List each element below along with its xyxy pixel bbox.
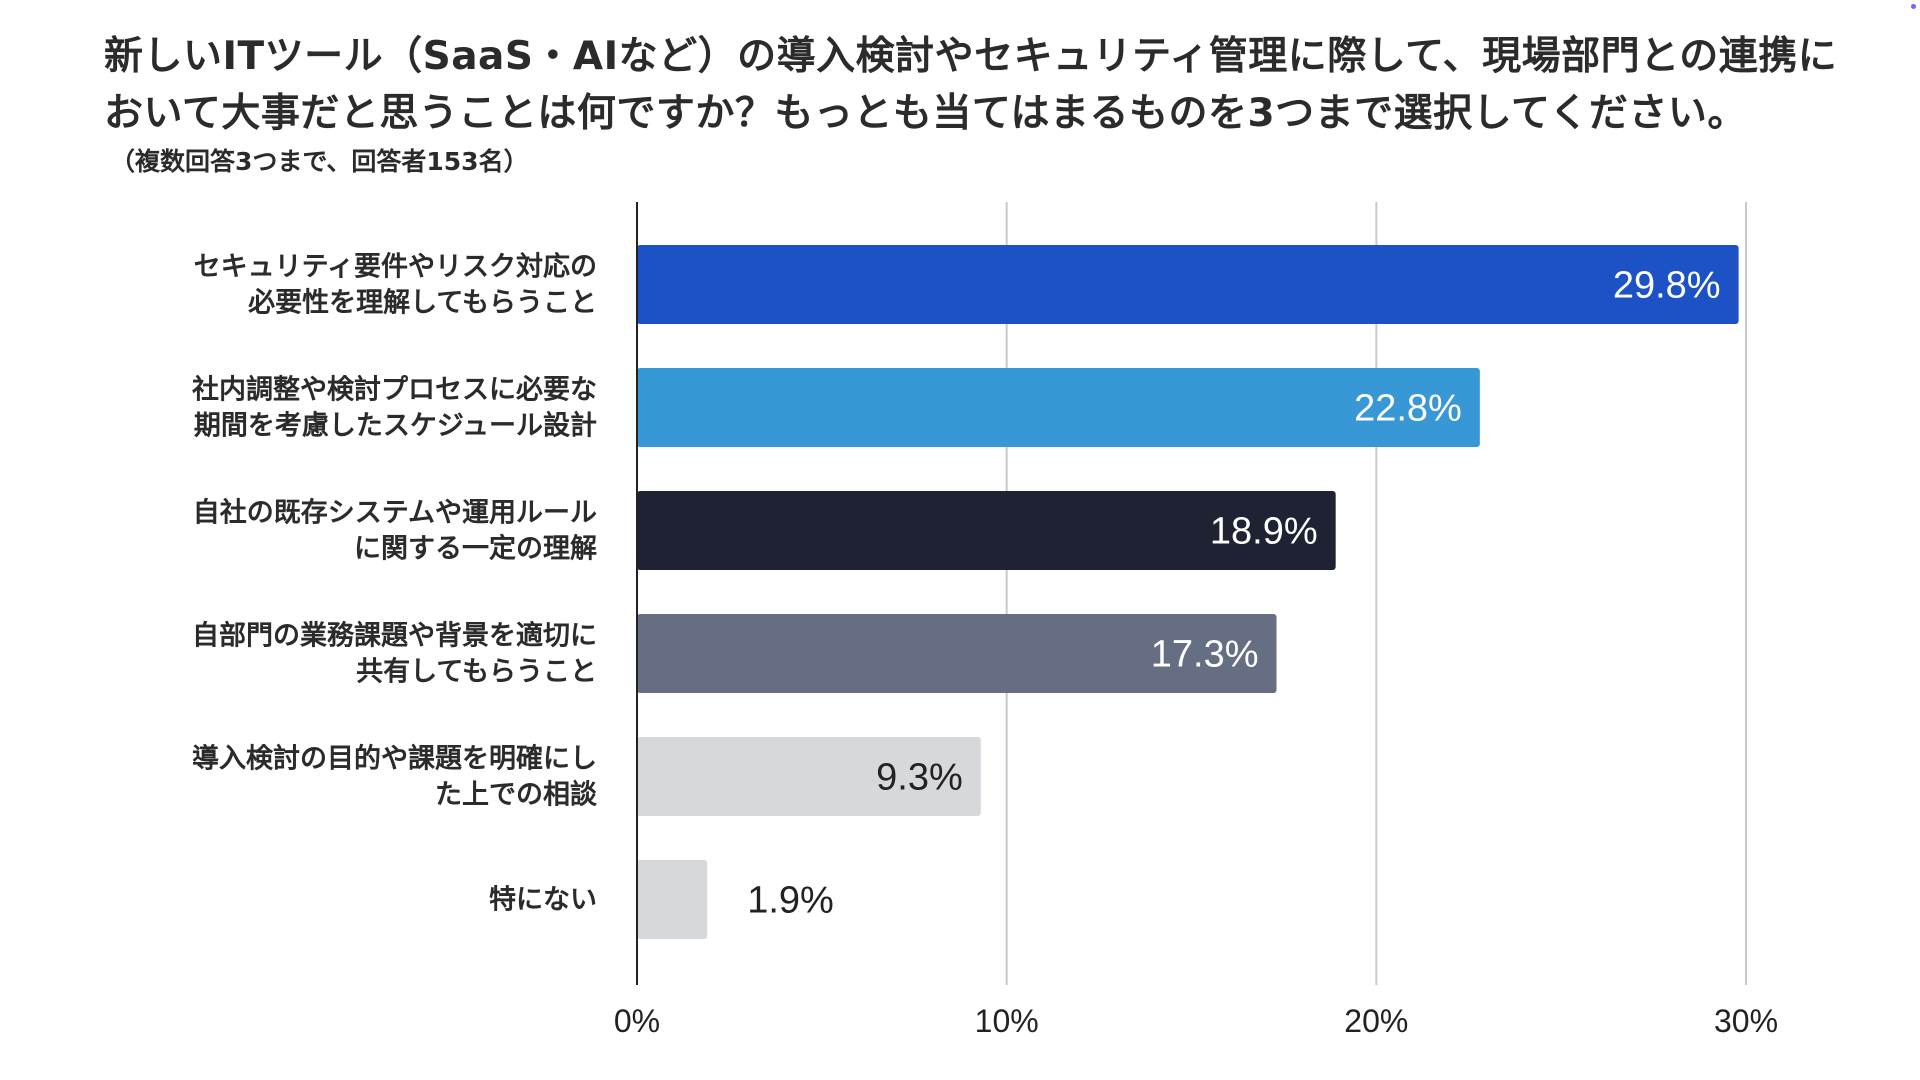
category-label: 自社の既存システムや運用ルール: [193, 497, 597, 529]
bar: [637, 245, 1739, 324]
x-tick-label: 20%: [1344, 1003, 1408, 1039]
value-label: 1.9%: [747, 880, 834, 922]
category-labels: セキュリティ要件やリスク対応の必要性を理解してもらうこと社内調整や検討プロセスに…: [192, 251, 598, 916]
x-tick-label: 10%: [975, 1003, 1039, 1039]
bar: [637, 614, 1277, 693]
chart-subtitle: （複数回答3つまで、回答者153名）: [110, 147, 529, 176]
category-label: 社内調整や検討プロセスに必要な: [192, 374, 597, 406]
value-label: 18.9%: [1210, 511, 1318, 553]
category-label: 共有してもらうこと: [356, 657, 597, 688]
x-tick-label: 30%: [1714, 1003, 1778, 1039]
bar: [637, 737, 981, 816]
value-label: 29.8%: [1613, 265, 1721, 307]
category-label: 特にない: [489, 885, 597, 916]
category-label: 期間を考慮したスケジュール設計: [194, 410, 597, 442]
gridlines: [1005, 202, 1747, 985]
x-axis-ticks: 0% 10% 20% 30%: [614, 1003, 1778, 1039]
bar: [637, 368, 1480, 447]
bar: [637, 491, 1336, 570]
category-label: 必要性を理解してもらうこと: [248, 288, 597, 319]
value-label: 17.3%: [1151, 634, 1259, 676]
category-label: セキュリティ要件やリスク対応の: [194, 251, 597, 283]
x-tick-label: 0%: [614, 1003, 660, 1039]
chart-title: 新しいITツール（SaaS・AIなど）の導入検討やセキュリティ管理に際して、現場…: [104, 34, 1838, 136]
bars: 29.8% 22.8% 18.9% 17.3% 9.3% 1.9%: [637, 245, 1739, 939]
title-block: 新しいITツール（SaaS・AIなど）の導入検討やセキュリティ管理に際して、現場…: [104, 28, 1844, 180]
bar: [637, 860, 708, 939]
corner-dot: [1911, 4, 1916, 9]
category-label: 自部門の業務課題や背景を適切に: [192, 620, 597, 652]
category-label: に関する一定の理解: [354, 533, 597, 565]
category-label: 導入検討の目的や課題を明確にし: [192, 743, 597, 775]
value-label: 22.8%: [1354, 388, 1462, 430]
category-label: た上での相談: [435, 779, 598, 811]
value-label: 9.3%: [876, 757, 963, 799]
